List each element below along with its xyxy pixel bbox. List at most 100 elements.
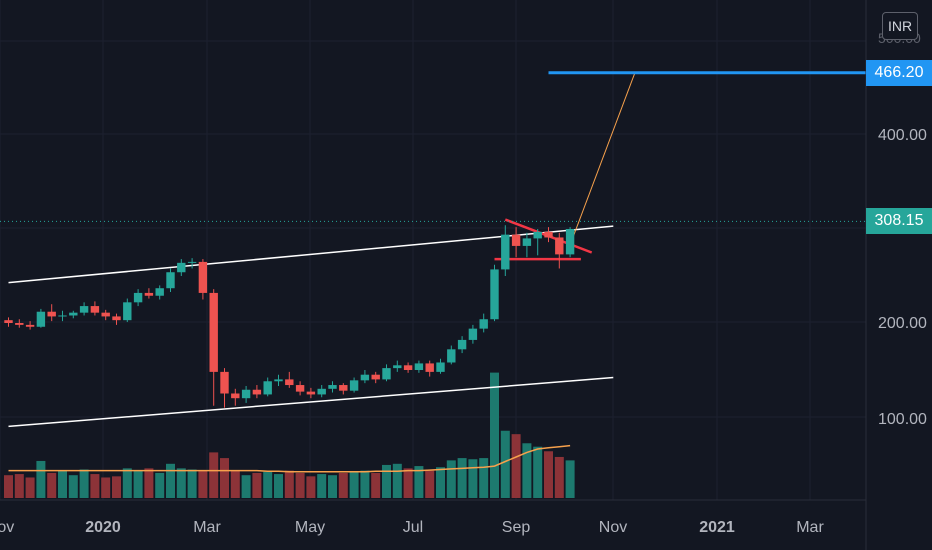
projection-line (569, 72, 636, 246)
currency-selector[interactable]: INR (882, 12, 918, 40)
volume-bar (490, 372, 499, 498)
candle-body (349, 380, 359, 391)
volume-bar (4, 475, 13, 498)
candle-body (58, 315, 67, 317)
candle-body (371, 374, 380, 380)
volume-bar (511, 434, 521, 498)
volume-bar (112, 476, 121, 498)
volume-bar (176, 468, 186, 498)
time-tick-label: Nov (0, 519, 14, 536)
channel-lower-line (8, 376, 614, 428)
volume-bar (79, 469, 89, 498)
volume-bar (58, 470, 67, 498)
candle-body (101, 312, 110, 317)
volume-moving-average-line (8, 444, 571, 473)
volume-bar (230, 470, 240, 498)
candle-body (393, 365, 402, 369)
volume-bar (328, 475, 337, 498)
candle-body (231, 393, 240, 399)
candle-body (90, 306, 100, 313)
candlesticks (4, 225, 575, 408)
volume-bar (533, 446, 543, 498)
volume-bar (468, 459, 478, 498)
candle-body (25, 324, 35, 327)
volume-bar (274, 474, 283, 498)
candle-body (511, 234, 521, 246)
volume-bar (317, 474, 327, 498)
candle-body (339, 385, 348, 391)
price-tick-label: 200.00 (878, 315, 927, 332)
volume-bar (554, 456, 564, 498)
volume-bar (25, 477, 35, 498)
volume-bar (252, 472, 262, 498)
volume-bar (457, 458, 467, 498)
time-tick-label: May (295, 519, 325, 536)
time-tick-label: Jul (403, 519, 423, 536)
candle-body (69, 312, 78, 316)
volume-bar (209, 452, 219, 498)
volume-bar (382, 464, 391, 498)
candle-body (533, 231, 542, 239)
candle-body (47, 311, 56, 317)
candle-body (360, 374, 370, 381)
candle-body (328, 385, 337, 389)
volume-bar (446, 460, 456, 498)
candle-body (252, 389, 262, 395)
volume-bar (403, 468, 413, 498)
volume-bar (122, 468, 132, 498)
volume-bar (101, 477, 111, 498)
candle-body (447, 349, 456, 363)
candle-body (166, 272, 175, 289)
volume-bar (187, 469, 197, 498)
volume-bar (166, 463, 175, 498)
volume-bar (349, 471, 359, 498)
volume-bar (68, 475, 78, 498)
time-tick-label: 2021 (699, 519, 735, 536)
volume-bar (544, 451, 553, 498)
candle-body (4, 320, 13, 323)
candle-body (144, 292, 154, 296)
volume-bar (263, 471, 273, 498)
volume-bar (414, 466, 424, 498)
volume-bar (14, 474, 24, 498)
candle-body (555, 237, 564, 255)
volume-bar (241, 475, 251, 498)
candle-body (187, 261, 197, 263)
volume-bar (565, 460, 575, 498)
price-axis[interactable]: 500.00 400.00 200.00 100.00 (878, 30, 927, 428)
volume-bar (155, 472, 165, 498)
candle-body (490, 269, 499, 320)
candle-body (112, 316, 121, 321)
candle-body (198, 261, 208, 293)
candle-body (565, 229, 575, 255)
volume-bar (295, 472, 305, 498)
volume-bar (198, 470, 208, 498)
candle-body (295, 385, 305, 392)
volume-bar (306, 476, 316, 498)
candle-body (15, 323, 24, 325)
candle-body (79, 306, 89, 313)
volume-bar (425, 470, 435, 498)
target-price-tag: 466.20 (866, 59, 932, 86)
time-axis[interactable]: Nov 2020 Mar May Jul Sep Nov 2021 Mar (0, 519, 824, 536)
volume-bar (522, 443, 532, 498)
volume-bars (4, 372, 575, 498)
time-tick-label: Mar (193, 519, 221, 536)
volume-bar (500, 430, 510, 498)
volume-bar (436, 467, 445, 498)
volume-bar (338, 472, 348, 498)
candle-body (274, 379, 283, 382)
volume-bar (36, 460, 46, 498)
candle-body (414, 363, 424, 370)
time-tick-label: 2020 (85, 519, 121, 536)
volume-bar (479, 458, 489, 498)
price-tick-label: 400.00 (878, 127, 927, 144)
volume-bar (144, 468, 154, 498)
candle-body (123, 302, 132, 321)
candle-body (133, 292, 143, 303)
candle-body (317, 388, 326, 395)
time-tick-label: Mar (796, 519, 824, 536)
volume-bar (220, 458, 229, 498)
candle-body (155, 288, 164, 296)
